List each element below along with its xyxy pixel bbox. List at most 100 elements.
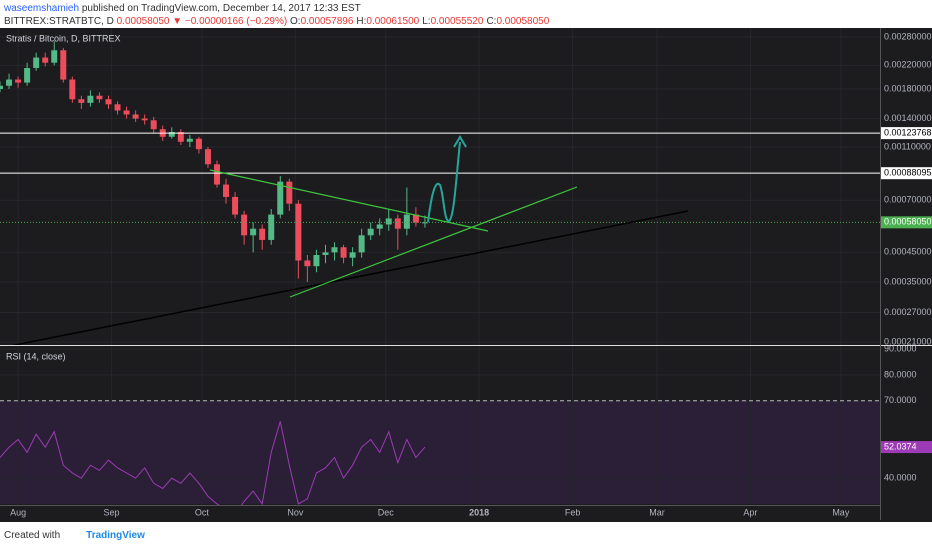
ohlc-value: 0.00055520 [430, 16, 484, 27]
y-tick-label: 0.00180000 [884, 83, 932, 93]
candle-body [60, 50, 67, 80]
candle-body [295, 203, 302, 261]
y-tick-label: 0.00070000 [884, 195, 932, 205]
trendline [11, 210, 689, 345]
candle-body [33, 57, 40, 69]
candle-body [232, 196, 239, 215]
author[interactable]: waseemshamieh [4, 3, 80, 14]
candle-body [349, 252, 356, 258]
candle-body [24, 68, 31, 83]
candle-body [313, 254, 320, 267]
y-tick-label: 0.00140000 [884, 113, 932, 123]
candle-body [358, 235, 365, 253]
pane-title: Stratis / Bitcoin, D, BITTREX [6, 33, 121, 43]
candle-body [177, 131, 184, 142]
arrowhead [453, 135, 467, 148]
projection [427, 141, 461, 223]
candle-body [0, 85, 3, 89]
price-label-box [881, 216, 932, 229]
ohlc-value: 0.00058050 [496, 16, 550, 27]
price-label: 0.00058050 [884, 217, 932, 227]
ohlc-key: O: [290, 16, 301, 27]
y-tick-label: 0.00035000 [884, 276, 932, 286]
change: ▼ −0.00000166 (−0.29%) [172, 16, 288, 27]
symbol: BITTREX:STRATBTC, D [4, 16, 114, 27]
candle-body [241, 214, 248, 236]
ohlc: O:0.00057896 H:0.00061500 L:0.00055520 C:0.… [290, 16, 552, 27]
line2: BITTREX:STRATBTC, D 0.00058050 ▼ −0.0000… [4, 15, 552, 28]
y-tick-label: 70.0000 [884, 395, 917, 405]
x-tick-label: Dec [378, 507, 395, 517]
candle-body [340, 247, 347, 258]
candle-body [385, 218, 392, 225]
footer: Created with TradingView [4, 530, 145, 541]
candle-body [69, 79, 76, 100]
candle-body [304, 260, 311, 267]
candle-body [141, 118, 148, 121]
candle-body [78, 99, 85, 103]
trendline [289, 186, 578, 298]
candle-body [268, 214, 275, 240]
y-tick-label: 0.00220000 [884, 60, 932, 70]
rsi-line [0, 421, 426, 505]
candle-body [6, 79, 13, 86]
x-tick-label: Sep [103, 507, 119, 517]
y-tick-label: 0.00027000 [884, 307, 932, 317]
ohlc-value: 0.00061500 [366, 16, 420, 27]
x-tick-label: Nov [287, 507, 304, 517]
y-tick-label: 90.0000 [884, 343, 917, 353]
candle-body [403, 214, 410, 229]
candle-body [277, 181, 284, 215]
candle-body [150, 120, 157, 130]
candle-body [250, 228, 257, 236]
candle-body [42, 57, 49, 63]
y-tick-label: 80.0000 [884, 369, 917, 379]
candle-body [105, 99, 112, 105]
ohlc-key: L: [422, 16, 431, 27]
brand[interactable]: TradingView [86, 530, 145, 541]
ohlc-key: C: [486, 16, 497, 27]
y-tick-label: 0.00110000 [884, 141, 931, 151]
candle-body [376, 224, 383, 229]
y-tick-label: 0.00021000 [884, 337, 932, 347]
line1: waseemshamieh published on TradingView.c… [4, 2, 552, 15]
pane-title: RSI (14, close) [6, 351, 66, 361]
x-tick-label: Mar [649, 507, 665, 517]
x-tick-label: Feb [565, 507, 581, 517]
candle-body [421, 222, 428, 224]
candle-body [367, 228, 374, 236]
price-label-box [881, 127, 932, 140]
x-tick-label: Oct [195, 507, 210, 517]
x-tick-label: May [832, 507, 850, 517]
ohlc-value: 0.00057896 [300, 16, 354, 27]
candle-body [394, 218, 401, 229]
published: published on TradingView.com, December 1… [81, 3, 361, 14]
candle-body [114, 104, 121, 111]
candle-body [412, 214, 419, 223]
candle-body [87, 95, 94, 103]
candle-body [195, 138, 202, 150]
candle-body [96, 95, 103, 100]
trendline [209, 169, 489, 232]
rsi-label-box [881, 441, 932, 454]
candle-body [132, 114, 139, 119]
candle-body [259, 228, 266, 240]
x-tick-label: Apr [743, 507, 757, 517]
created: Created with [4, 530, 61, 541]
candle-body [51, 50, 58, 63]
rsi-band [0, 400, 880, 504]
candle-body [213, 164, 220, 185]
ohlc-key: H: [356, 16, 367, 27]
candles [0, 41, 428, 282]
drawings [11, 135, 689, 345]
header: waseemshamieh published on TradingView.c… [4, 2, 552, 28]
x-tick-label: 2018 [469, 507, 489, 517]
candle-body [204, 149, 211, 165]
candle-body [286, 181, 293, 204]
y-tick-label: 0.00280000 [884, 31, 932, 41]
price-label: 0.00088095 [884, 168, 932, 178]
candle-body [322, 252, 329, 255]
y-tick-label: 40.0000 [884, 473, 917, 483]
